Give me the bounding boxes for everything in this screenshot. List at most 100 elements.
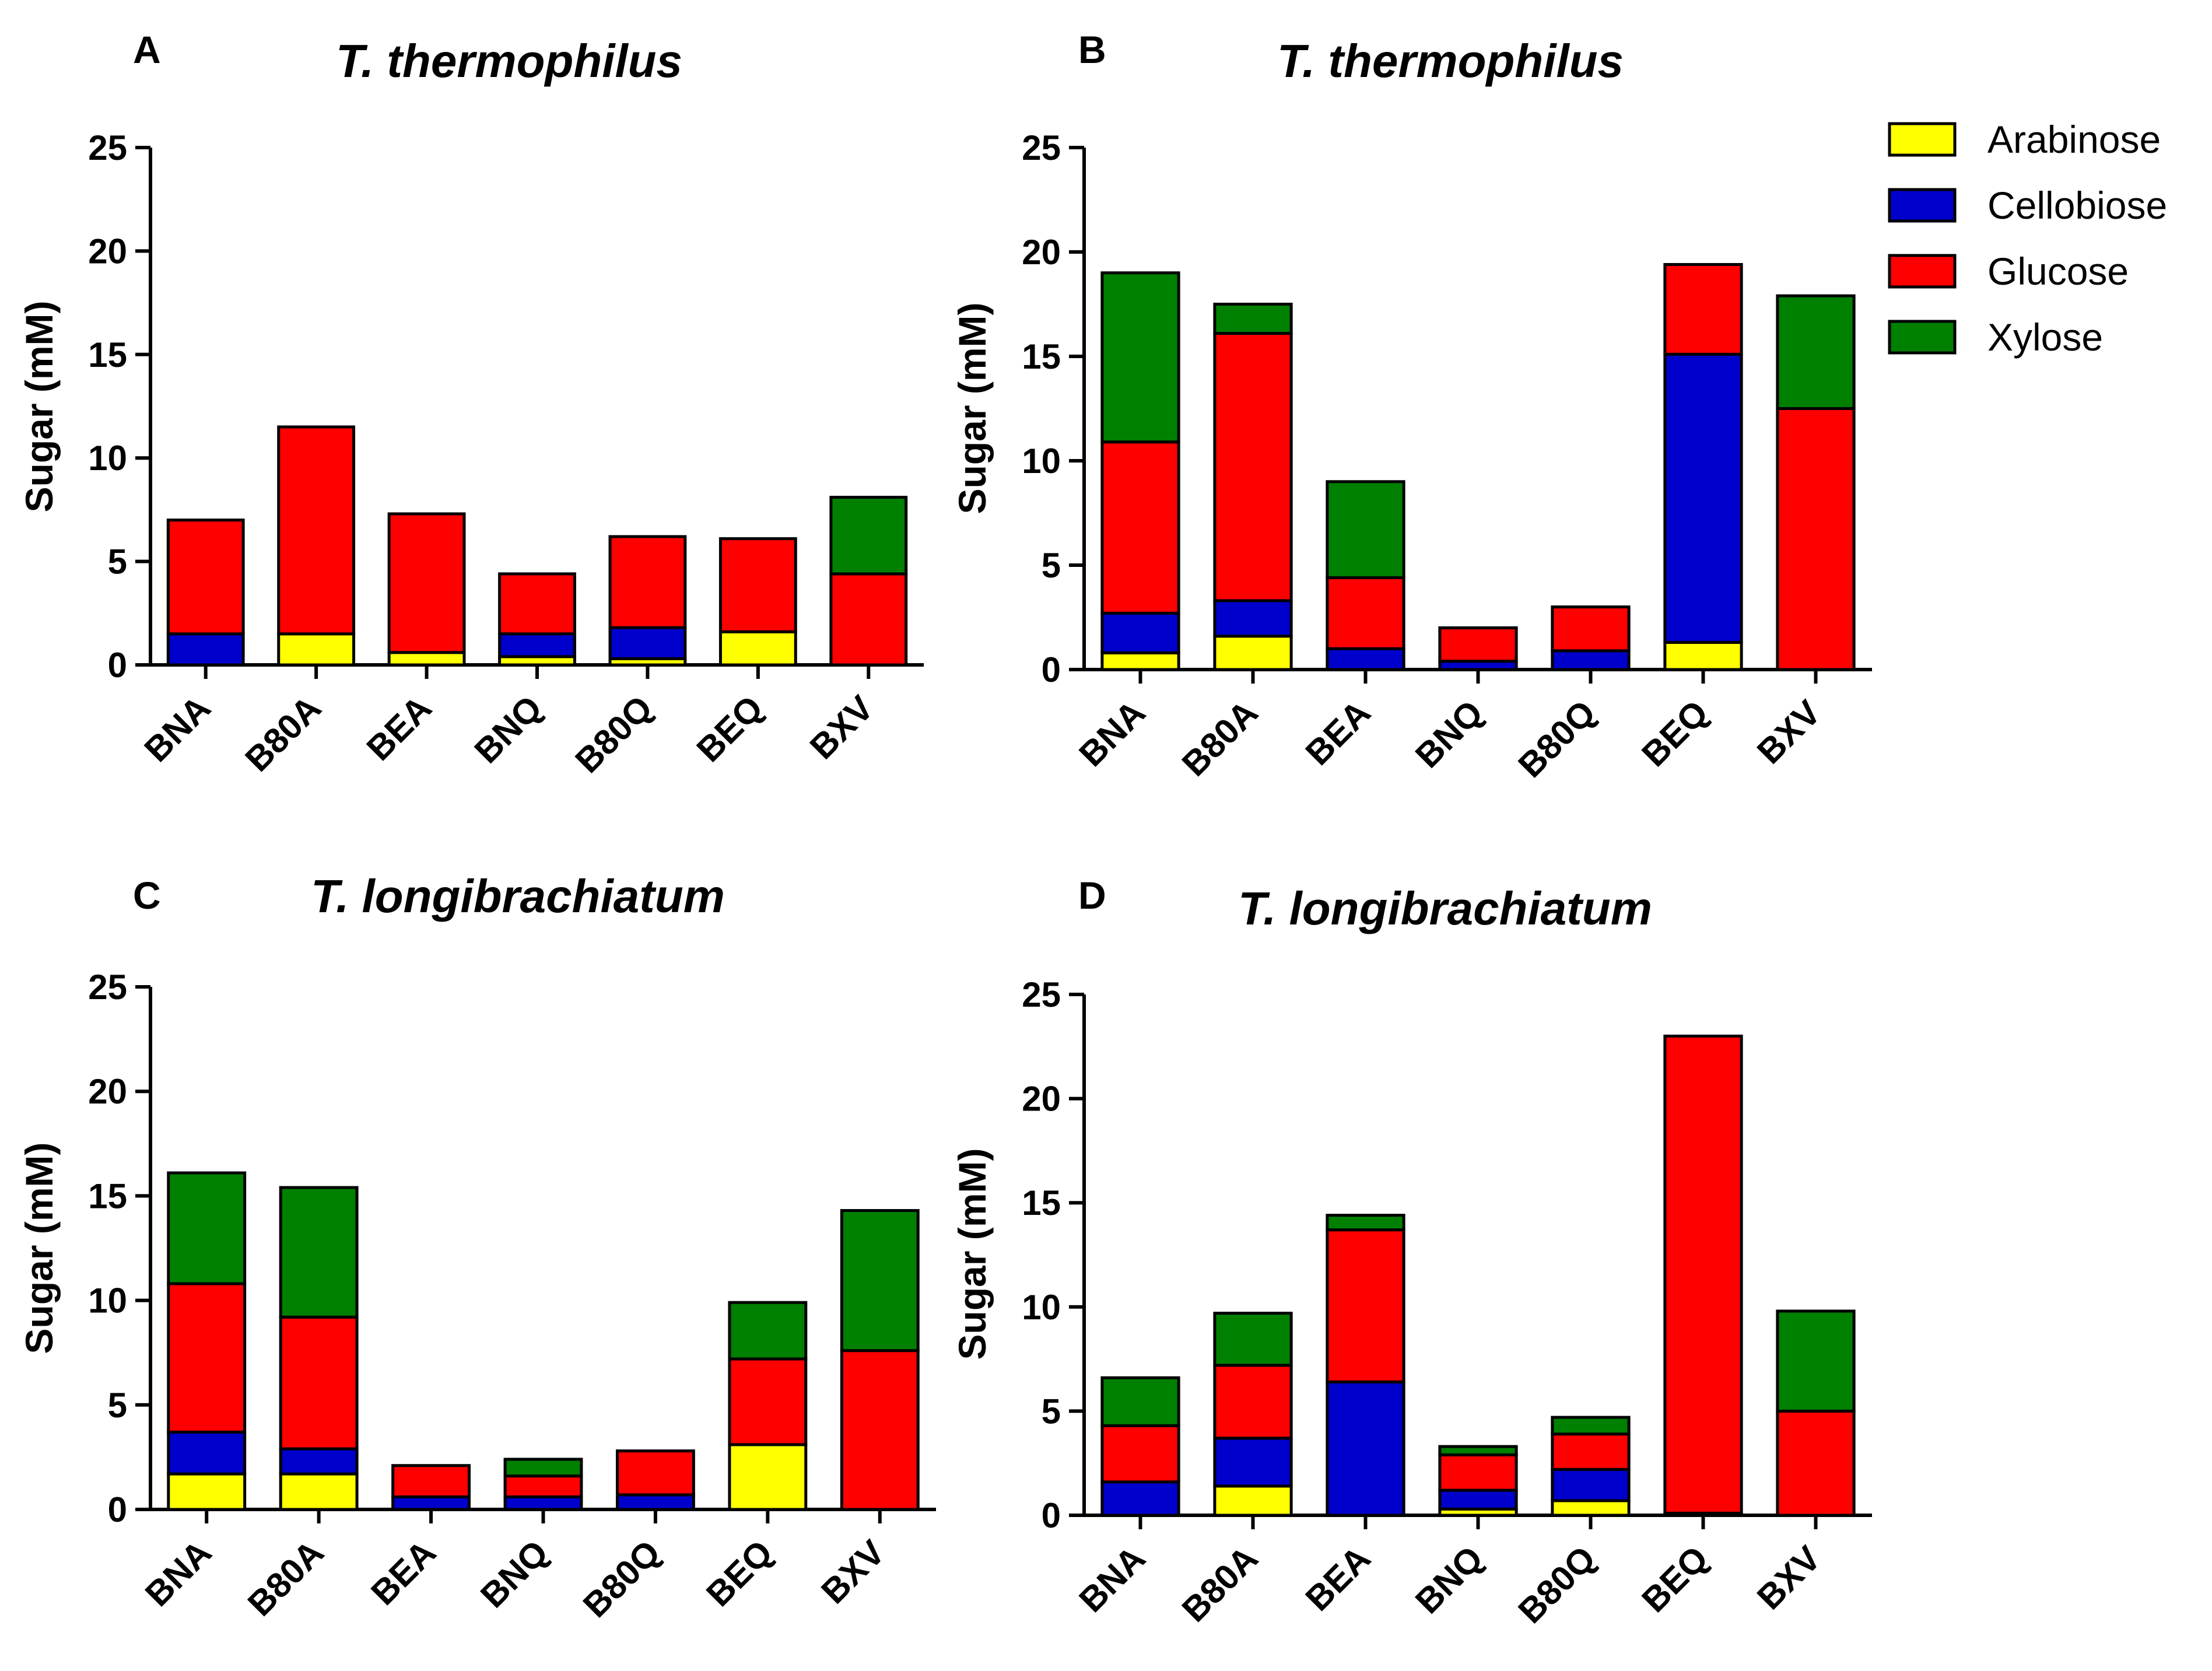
legend-label: Xylose xyxy=(1987,316,2103,359)
bar-segment-xylose xyxy=(279,1186,359,1319)
bar-segment-glucose xyxy=(1213,1364,1293,1440)
chart-title: T. thermophilus xyxy=(1277,35,1624,87)
bar-segment-glucose xyxy=(1776,1409,1856,1517)
bar-segment-glucose xyxy=(498,572,576,636)
x-tick-label: B80A xyxy=(237,688,328,779)
bar-segment-glucose xyxy=(1663,262,1743,356)
x-tick-label: BXV xyxy=(1750,1539,1828,1617)
bar-segment-glucose xyxy=(1213,332,1293,602)
x-tick-label: BEQ xyxy=(1634,1539,1715,1620)
bar-segment-arabinose xyxy=(167,1472,247,1511)
y-axis-label: Sugar (mM) xyxy=(17,1143,61,1354)
bar-segment-glucose xyxy=(829,572,908,667)
x-tick-label: BXV xyxy=(1750,693,1828,772)
x-tick-label: BNA xyxy=(1071,693,1152,774)
y-axis-label: Sugar (mM) xyxy=(17,301,61,513)
x-tick-label: BEA xyxy=(1298,1539,1378,1619)
x-tick-label: B80Q xyxy=(576,1533,668,1625)
y-tick-label: 15 xyxy=(88,1176,127,1215)
bar-segment-cellobiose xyxy=(503,1495,583,1511)
legend: Arabinose Cellobiose Glucose Xylose xyxy=(1888,118,2167,359)
bar-segment-arabinose xyxy=(1213,1484,1293,1517)
y-tick-label: 25 xyxy=(1022,975,1061,1014)
bar-segment-arabinose xyxy=(1213,635,1293,671)
y-tick-label: 15 xyxy=(88,335,127,374)
x-tick-label: BNQ xyxy=(473,1533,556,1616)
y-axis-label: Sugar (mM) xyxy=(951,1148,994,1360)
bar-segment-glucose xyxy=(166,519,245,636)
panel-letter: A xyxy=(133,28,161,71)
bar-segment-xylose xyxy=(167,1171,247,1285)
bar-segment-glucose xyxy=(1326,576,1405,650)
x-tick-label: BEA xyxy=(1298,693,1378,773)
chart-title: T. longibrachiatum xyxy=(311,870,725,922)
bar-segment-arabinose xyxy=(728,1443,808,1511)
bar-segment-cellobiose xyxy=(608,626,687,660)
y-tick-label: 10 xyxy=(88,439,127,478)
panel-letter: C xyxy=(133,874,161,917)
bar-segment-xylose xyxy=(1100,1376,1180,1427)
bar-segment-glucose xyxy=(279,1315,359,1451)
bar-segment-xylose xyxy=(728,1301,808,1361)
bar-segment-cellobiose xyxy=(1213,599,1293,638)
bar-segment-glucose xyxy=(387,512,466,654)
legend-label: Cellobiose xyxy=(1987,184,2167,227)
legend-swatch xyxy=(1888,188,1957,223)
bar-segment-cellobiose xyxy=(166,632,245,667)
bar-segment-arabinose xyxy=(1551,1499,1631,1517)
chart-panel-c: C T. longibrachiatum Sugar (mM) 0 5 10 15 20 25 B… xyxy=(17,870,936,1625)
x-tick-label: BNQ xyxy=(1408,1539,1491,1621)
chart-title: T. longibrachiatum xyxy=(1238,882,1652,934)
x-tick-label: BEA xyxy=(359,688,439,768)
bar-segment-arabinose xyxy=(718,630,797,667)
bar-segment-glucose xyxy=(1438,626,1518,663)
legend-swatch xyxy=(1888,320,1957,355)
bar-segment-arabinose xyxy=(387,651,466,667)
bar-segment-xylose xyxy=(840,1208,920,1353)
bar-segment-cellobiose xyxy=(1551,1467,1631,1502)
x-tick-label: BXV xyxy=(802,688,881,767)
bar-segment-glucose xyxy=(1776,407,1856,671)
bar-segment-glucose xyxy=(1326,1228,1405,1383)
bar-segment-glucose xyxy=(1551,1432,1631,1471)
bar-segment-glucose xyxy=(1100,1424,1180,1484)
bar-segment-cellobiose xyxy=(391,1495,471,1511)
bar-segment-cellobiose xyxy=(1663,352,1743,644)
x-tick-label: BXV xyxy=(814,1533,892,1612)
y-tick-label: 20 xyxy=(88,1072,127,1111)
y-tick-label: 20 xyxy=(1022,233,1061,272)
bar-segment-glucose xyxy=(1663,1034,1743,1515)
y-tick-label: 5 xyxy=(1042,1392,1061,1431)
legend-item-cellobiose: Cellobiose xyxy=(1888,184,2167,227)
legend-label: Arabinose xyxy=(1987,118,2161,161)
y-tick-label: 0 xyxy=(1042,650,1061,689)
bar-segment-cellobiose xyxy=(1326,647,1405,671)
x-tick-label: BEQ xyxy=(1634,693,1715,774)
chart-panel-b: B T. thermophilus Sugar (mM) 0 5 10 15 20 25 BNA B… xyxy=(951,28,1872,785)
bar-segment-glucose xyxy=(840,1349,920,1511)
chart-title: T. thermophilus xyxy=(336,35,682,87)
bar-segment-arabinose xyxy=(1663,640,1743,671)
bar-segment-cellobiose xyxy=(1551,649,1631,671)
chart-panel-d: D T. longibrachiatum Sugar (mM) 0 5 10 15 20 25 B… xyxy=(951,874,1872,1631)
bar-segment-glucose xyxy=(391,1464,471,1498)
bar-segment-arabinose xyxy=(279,1472,359,1511)
y-tick-label: 5 xyxy=(1042,546,1061,585)
bar-segment-glucose xyxy=(503,1474,583,1498)
y-tick-label: 20 xyxy=(1022,1080,1061,1119)
y-tick-label: 5 xyxy=(108,1386,127,1425)
y-tick-label: 10 xyxy=(1022,442,1061,481)
x-tick-label: B80A xyxy=(1175,1539,1265,1630)
bar-segment-cellobiose xyxy=(1100,611,1180,654)
legend-swatch xyxy=(1888,122,1957,157)
bar-segment-xylose xyxy=(1213,1312,1293,1367)
bar-segment-xylose xyxy=(1776,294,1856,410)
panel-letter: D xyxy=(1078,874,1106,917)
bar-segment-glucose xyxy=(1100,440,1180,615)
bar-segment-cellobiose xyxy=(616,1493,695,1511)
legend-label: Glucose xyxy=(1987,250,2129,293)
bar-segment-glucose xyxy=(608,535,687,629)
bar-segment-glucose xyxy=(616,1449,695,1497)
